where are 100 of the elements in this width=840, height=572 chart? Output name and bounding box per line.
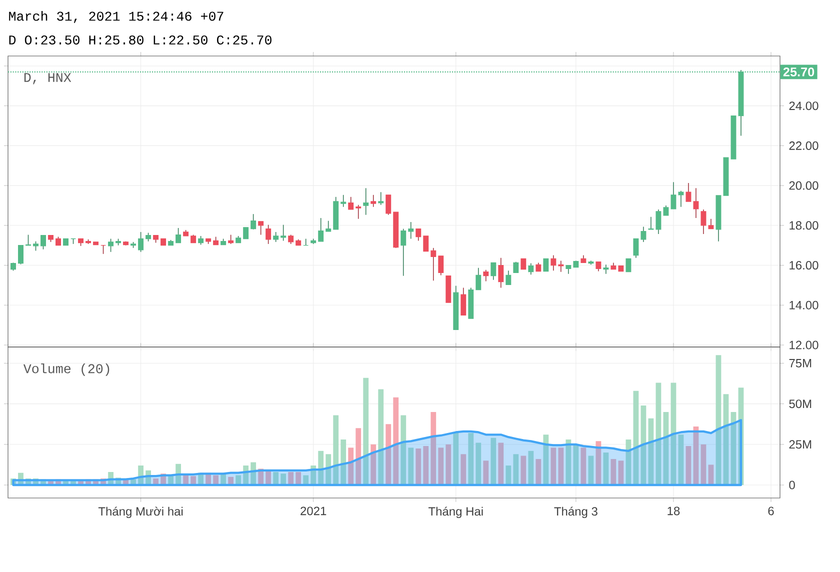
bar [18, 472, 24, 485]
candlestick [670, 182, 676, 210]
bar [153, 478, 158, 485]
candlestick [400, 228, 406, 276]
bar [258, 468, 264, 485]
y-tick-label: 12.00 [790, 340, 818, 350]
bar [123, 479, 128, 485]
y-tick-label: 20.00 [789, 181, 818, 190]
bar [596, 441, 602, 485]
candlestick [258, 221, 264, 236]
candlestick [326, 220, 332, 232]
candlestick [663, 205, 669, 216]
y-tick-label: 18.00 [790, 221, 818, 230]
bar [318, 450, 324, 485]
x-tick-label: 2021 [300, 506, 326, 516]
bar [498, 442, 504, 485]
bar [453, 433, 459, 485]
bar [566, 440, 572, 485]
bar [656, 382, 662, 485]
candlestick [250, 214, 256, 230]
candlestick [348, 196, 354, 210]
candlestick [520, 258, 526, 270]
candlestick [490, 262, 496, 280]
candlestick [678, 190, 684, 208]
bar [580, 448, 586, 485]
bar [483, 460, 489, 485]
bar [146, 470, 151, 485]
bar [738, 388, 744, 485]
bar [723, 394, 729, 485]
bar [310, 466, 316, 485]
candlestick [603, 264, 609, 274]
candlestick [408, 222, 414, 240]
bar [93, 479, 98, 485]
bar [603, 452, 609, 485]
bar [168, 475, 174, 485]
candlestick [686, 182, 692, 202]
y-tick-label: 24.00 [789, 102, 818, 110]
bar [33, 478, 38, 485]
x-tick-label: Tháng Hai [428, 506, 483, 518]
candlestick [596, 261, 602, 272]
bar [63, 480, 68, 485]
bar [40, 479, 46, 485]
candlestick [108, 238, 114, 252]
x-tick-label: 18 [668, 506, 680, 516]
bar [288, 472, 294, 485]
bar [588, 456, 594, 485]
bar [370, 444, 376, 485]
candlestick [288, 234, 294, 244]
x-tick-label: Tháng Mười hai [98, 506, 183, 518]
candlestick [476, 267, 482, 290]
candlestick [550, 254, 556, 272]
bar [520, 456, 526, 485]
candlestick [460, 287, 466, 316]
x-tick-label: 6 [768, 506, 774, 516]
bar [70, 480, 76, 485]
bar [183, 475, 189, 485]
bar [243, 466, 249, 485]
y-tick-label: 14.00 [790, 300, 818, 310]
bar [250, 462, 256, 485]
bar [236, 475, 242, 485]
bar [430, 412, 436, 485]
candlestick [363, 188, 369, 216]
bar [160, 474, 166, 485]
bar [446, 444, 452, 485]
y-tick-label: 50M [789, 400, 812, 408]
bar [550, 448, 556, 485]
bar [176, 464, 182, 485]
bar [558, 448, 564, 485]
bar [130, 479, 136, 485]
bar [468, 433, 474, 485]
bar [543, 434, 549, 485]
candlestick [356, 204, 362, 220]
bar [393, 397, 399, 485]
annotation: Volume (20) [23, 363, 110, 376]
candlestick [700, 209, 706, 234]
bar [78, 480, 84, 485]
bar [48, 480, 54, 485]
bar [363, 378, 369, 485]
bar [626, 440, 632, 485]
bar [386, 424, 392, 485]
bar [273, 472, 279, 485]
bar [26, 478, 31, 485]
candlestick [243, 227, 249, 240]
candlestick [416, 228, 422, 242]
candlestick [626, 258, 632, 272]
candlestick [513, 261, 519, 274]
bar [333, 415, 339, 485]
bar [716, 355, 722, 485]
candlestick [633, 238, 639, 258]
bar [228, 476, 234, 485]
bar [378, 389, 384, 485]
bar [408, 448, 414, 485]
bar [678, 434, 684, 485]
bar [573, 444, 579, 485]
bar [460, 454, 466, 485]
bar [100, 478, 106, 485]
bar [618, 460, 624, 485]
bar [686, 446, 692, 485]
bar [206, 472, 212, 485]
bar [633, 390, 639, 485]
